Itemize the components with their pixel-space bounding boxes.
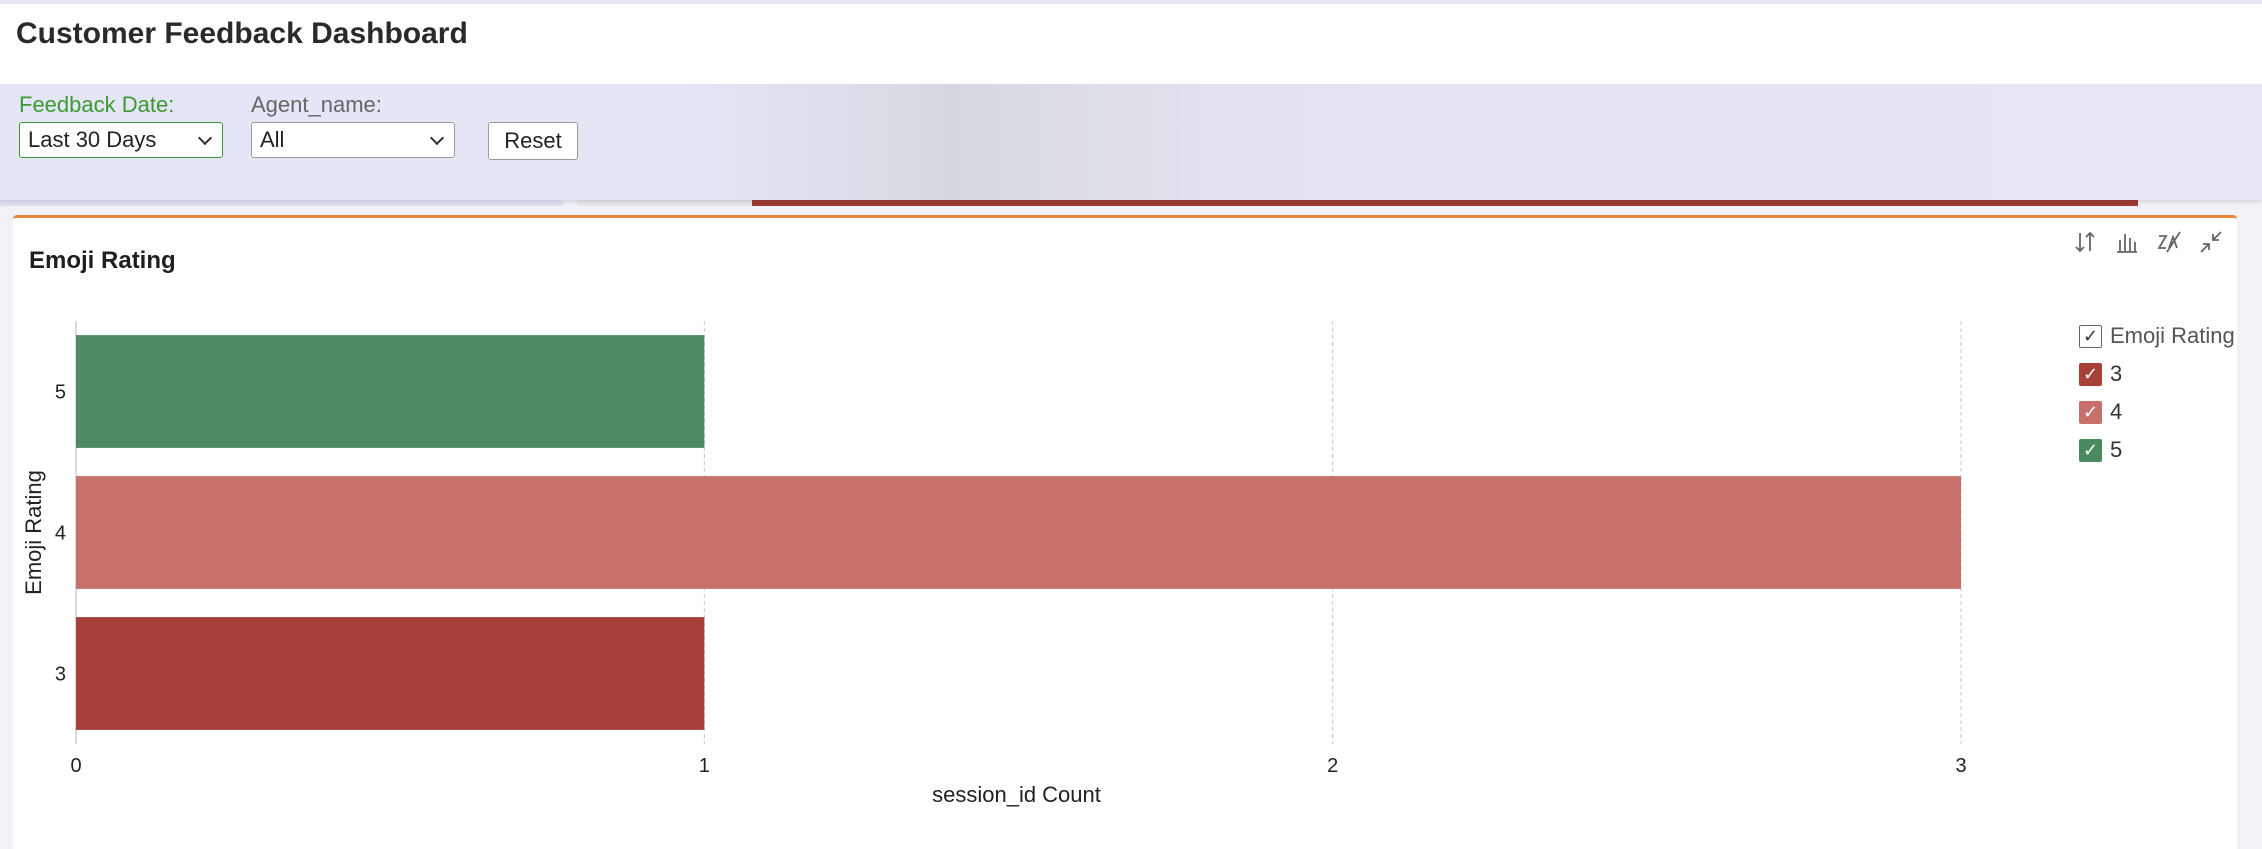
y-axis-title: Emoji Rating — [21, 470, 46, 595]
feedback-date-select[interactable]: Last 30 Days — [19, 122, 223, 158]
page-title: Customer Feedback Dashboard — [16, 17, 468, 50]
feedback-date-value: Last 30 Days — [28, 127, 157, 152]
agent-name-label: Agent_name: — [251, 92, 382, 117]
x-tick-label: 1 — [699, 755, 710, 777]
bar-rating-5[interactable] — [76, 335, 705, 448]
filter-bar: Feedback Date: Last 30 Days Agent_name: … — [0, 84, 2262, 200]
checkbox-icon: ✓ — [2079, 438, 2102, 462]
chevron-down-icon — [429, 130, 445, 146]
y-tick-label: 5 — [55, 382, 66, 404]
chevron-down-icon — [197, 130, 213, 146]
x-axis-title: session_id Count — [932, 782, 1101, 807]
panel-toolbar — [2071, 228, 2225, 256]
legend-item[interactable]: ✓ 5 — [2079, 431, 2235, 469]
chart-legend: ✓ Emoji Rating ✓ 3 ✓ 4 ✓ 5 — [2079, 317, 2235, 469]
y-tick-label: 4 — [55, 523, 66, 545]
bar-rating-3[interactable] — [76, 617, 705, 730]
legend-title: Emoji Rating — [2110, 323, 2235, 348]
bar-chart-icon[interactable] — [2113, 228, 2141, 256]
legend-item-label: 4 — [2110, 399, 2123, 424]
legend-item-label: 3 — [2110, 361, 2123, 386]
x-tick-label: 0 — [70, 755, 81, 777]
dashboard-header: Customer Feedback Dashboard — [0, 4, 2262, 84]
emoji-rating-bar-chart: 0 1 2 3 5 4 3 session_id Count Emoji Rating — [21, 321, 1967, 807]
top-strip — [0, 0, 2262, 4]
reset-button[interactable]: Reset — [488, 122, 578, 160]
bar-rating-4[interactable] — [76, 476, 1961, 589]
checkbox-icon: ✓ — [2079, 324, 2102, 348]
feedback-date-label: Feedback Date: — [19, 92, 175, 117]
chart-type-icon[interactable] — [2155, 228, 2183, 256]
legend-item[interactable]: ✓ 4 — [2079, 393, 2235, 431]
hidden-widget-bar — [752, 198, 2138, 206]
panel-title: Emoji Rating — [29, 247, 176, 274]
agent-name-value: All — [260, 127, 285, 152]
legend-title-row[interactable]: ✓ Emoji Rating — [2079, 317, 2235, 355]
hidden-widget-strip — [577, 198, 752, 206]
legend-item-label: 5 — [2110, 437, 2123, 462]
sort-icon[interactable] — [2071, 228, 2099, 256]
checkbox-icon: ✓ — [2079, 400, 2102, 424]
x-tick-label: 3 — [1955, 755, 1966, 777]
hidden-widget-strip — [0, 198, 563, 206]
y-tick-label: 3 — [55, 664, 66, 686]
legend-item[interactable]: ✓ 3 — [2079, 355, 2235, 393]
x-tick-label: 2 — [1327, 755, 1338, 777]
collapse-icon[interactable] — [2197, 228, 2225, 256]
checkbox-icon: ✓ — [2079, 362, 2102, 386]
agent-name-select[interactable]: All — [251, 122, 455, 158]
emoji-rating-panel: Emoji Rating 0 1 2 3 5 4 3 session_id Count Emoj… — [13, 215, 2237, 849]
